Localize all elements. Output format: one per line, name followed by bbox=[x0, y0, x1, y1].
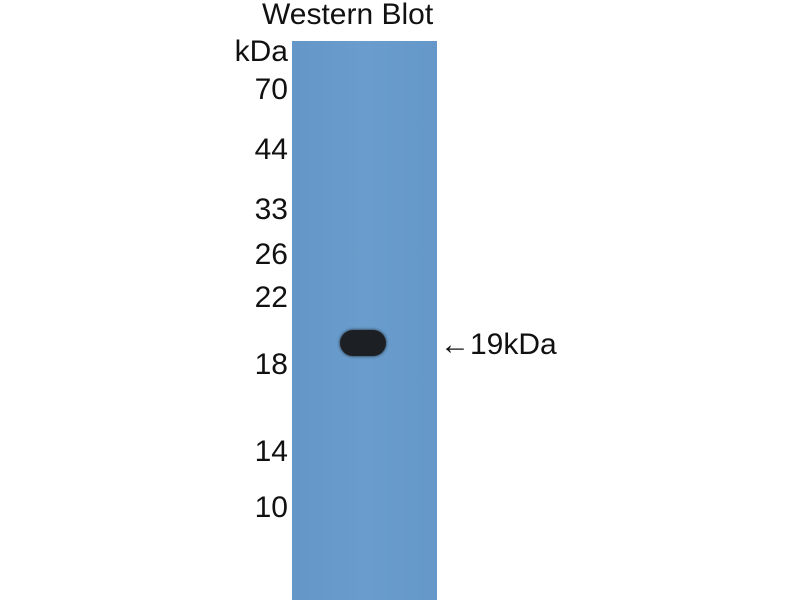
marker-10: 10 bbox=[254, 491, 288, 524]
marker-22: 22 bbox=[254, 281, 288, 314]
marker-14: 14 bbox=[254, 435, 288, 468]
marker-70: 70 bbox=[254, 73, 288, 106]
unit-label: kDa bbox=[234, 35, 288, 68]
protein-band bbox=[340, 330, 386, 356]
marker-33: 33 bbox=[254, 193, 288, 226]
marker-18: 18 bbox=[254, 348, 288, 381]
blot-title: Western Blot bbox=[262, 0, 434, 31]
band-annotation: ←19kDa bbox=[440, 328, 557, 361]
marker-44: 44 bbox=[254, 133, 288, 166]
marker-26: 26 bbox=[254, 238, 288, 271]
blot-lane bbox=[292, 41, 437, 600]
